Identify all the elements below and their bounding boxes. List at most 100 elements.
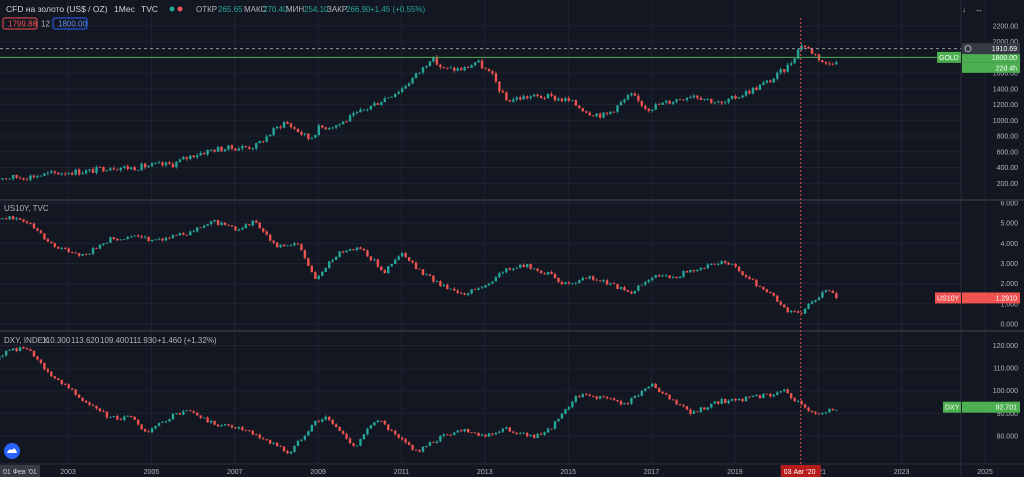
candle-body [536, 268, 539, 271]
candle-body [654, 383, 657, 389]
candle-body [407, 442, 411, 445]
candle-body [279, 126, 282, 128]
dxy-pane[interactable] [0, 346, 838, 455]
candle-body [185, 234, 188, 236]
candle-body [43, 233, 46, 240]
buy-price[interactable]: 1800.00 [58, 20, 87, 29]
candle-body [591, 115, 595, 117]
candle-body [362, 248, 366, 251]
us10y-pane[interactable] [0, 215, 838, 315]
candle-body [300, 439, 303, 441]
candle-body [699, 97, 703, 100]
candle-body [244, 146, 248, 148]
candle-body [574, 396, 578, 402]
candle-body [136, 170, 140, 171]
sell-price[interactable]: 1799.88 [8, 20, 37, 29]
candle-body [265, 136, 268, 142]
candle-body [32, 175, 36, 178]
candle-body [425, 274, 428, 276]
candle-body [550, 428, 553, 430]
candle-body [439, 64, 442, 68]
candle-body [362, 434, 366, 440]
candle-body [178, 413, 182, 415]
candle-body [602, 112, 605, 118]
candle-body [772, 394, 776, 397]
candle-body [112, 168, 116, 170]
candle-body [678, 276, 682, 279]
us10y-title[interactable]: US10Y, TVC [4, 204, 49, 213]
candle-body [268, 234, 272, 241]
price-axis-tick-label: 600.00 [997, 149, 1019, 156]
candle-body [800, 312, 803, 314]
price-axis-tick-label: 2000.00 [993, 39, 1018, 46]
candle-body [366, 109, 369, 111]
candle-body [262, 141, 265, 142]
candle-body [737, 97, 741, 99]
dxy-title[interactable]: DXY, INDEX [4, 336, 49, 345]
candle-body [616, 400, 619, 402]
candle-body [84, 400, 88, 403]
candle-body [453, 67, 456, 71]
candle-body [744, 91, 748, 96]
candle-body [64, 173, 67, 175]
candle-body [234, 427, 237, 429]
buy-button[interactable] [52, 17, 88, 30]
gold-pane[interactable] [0, 43, 838, 182]
candle-body [411, 444, 414, 450]
candle-body [275, 442, 279, 446]
candle-body [53, 171, 57, 173]
candle-body [494, 73, 498, 82]
candle-body [786, 389, 789, 394]
arrow-down-icon[interactable]: ↓ [962, 5, 966, 14]
candle-body [418, 72, 421, 74]
candle-body [251, 148, 254, 150]
arrows-horizontal-icon[interactable]: ↔ [975, 5, 983, 14]
plus-icon[interactable] [964, 45, 972, 53]
candle-body [522, 433, 525, 434]
candle-body [710, 403, 713, 408]
candle-body [796, 400, 800, 402]
candle-body [324, 416, 327, 420]
candle-body [484, 68, 487, 70]
candle-body [164, 162, 168, 166]
candle-body [286, 122, 289, 124]
candle-body [192, 231, 195, 233]
candle-body [182, 411, 185, 415]
candle-body [487, 68, 491, 72]
candle-body [720, 101, 723, 104]
candle-body [296, 243, 300, 245]
candle-body [116, 238, 119, 241]
candle-body [425, 445, 428, 447]
symbol-title[interactable]: CFD на золото (US$ / OZ) [6, 4, 108, 14]
candle-body [95, 248, 98, 249]
candle-body [772, 293, 776, 296]
candle-body [741, 271, 744, 276]
candle-body [783, 389, 786, 392]
candle-body [189, 155, 192, 159]
candle-body [595, 396, 598, 399]
candle-body [178, 159, 182, 162]
interval-label[interactable]: 1Мес [114, 4, 136, 14]
candle-body [46, 369, 50, 372]
candle-body [414, 449, 418, 451]
candle-body [296, 440, 300, 446]
candle-body [484, 285, 487, 288]
candle-body [664, 393, 668, 395]
candle-body [616, 105, 619, 112]
price-axis-tick-label: 800.00 [997, 134, 1019, 141]
candle-body [696, 95, 699, 98]
candle-body [60, 248, 63, 249]
price-axis-tick-label: 400.00 [997, 165, 1019, 172]
candle-body [126, 237, 129, 240]
countdown-box [962, 62, 1020, 73]
sell-button[interactable] [2, 17, 38, 30]
candle-body [15, 348, 18, 352]
candle-body [352, 113, 355, 116]
candle-body [265, 439, 268, 441]
candle-body [334, 256, 338, 260]
candle-body [713, 263, 716, 265]
candle-body [800, 400, 803, 405]
candle-body [453, 432, 456, 435]
candle-body [182, 232, 185, 235]
